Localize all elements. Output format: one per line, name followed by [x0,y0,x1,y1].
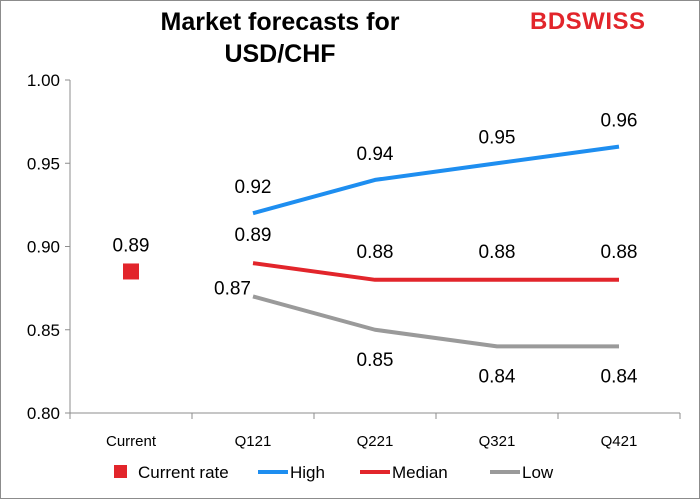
y-tick-label: 1.00 [27,71,60,90]
y-tick-label: 0.90 [27,238,60,257]
y-tick-label: 0.85 [27,321,60,340]
median-data-label: 0.88 [479,242,516,263]
y-tick-label: 0.80 [27,404,60,423]
median-data-label: 0.88 [357,242,394,263]
y-tick-label: 0.95 [27,154,60,173]
legend-low-label: Low [522,463,554,482]
chart-title-line-2: USD/CHF [224,40,336,68]
median-data-label: 0.88 [601,242,638,263]
low-series-line [252,294,619,349]
brand-logo: BDSWISS [530,8,646,35]
low-data-label: 0.84 [601,366,638,387]
x-tick-label: Q221 [357,433,394,450]
high-data-label: 0.94 [357,144,394,165]
high-data-label: 0.95 [479,127,516,148]
x-tick-label: Q421 [601,433,638,450]
median-data-label: 0.89 [235,225,272,246]
x-tick-label: Q121 [235,433,272,450]
chart-title: Market forecasts for USD/CHF [120,6,440,70]
legend-high-label: High [290,463,325,482]
x-tick-label: Current [106,433,157,450]
chart-title-line-1: Market forecasts for [160,8,400,36]
current-rate-data-label: 0.89 [113,235,150,256]
high-series-line [252,144,620,216]
low-data-label: 0.85 [357,350,394,371]
high-data-label: 0.96 [601,111,638,132]
median-series-line [252,261,619,282]
low-data-label: 0.87 [214,278,251,299]
x-tick-label: Q321 [479,433,516,450]
legend-current-rate-swatch [114,465,127,478]
legend-median-label: Median [392,463,448,482]
legend-current-rate-label: Current rate [138,463,229,482]
low-data-label: 0.84 [479,366,516,387]
high-data-label: 0.92 [235,177,272,198]
current-rate-marker [123,263,139,280]
